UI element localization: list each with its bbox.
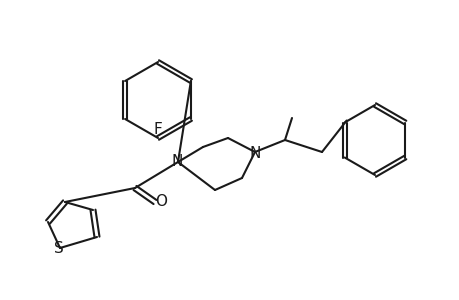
Text: N: N bbox=[171, 154, 182, 169]
Text: O: O bbox=[155, 194, 167, 209]
Text: F: F bbox=[153, 122, 162, 136]
Text: S: S bbox=[54, 242, 64, 256]
Text: N: N bbox=[249, 146, 260, 161]
